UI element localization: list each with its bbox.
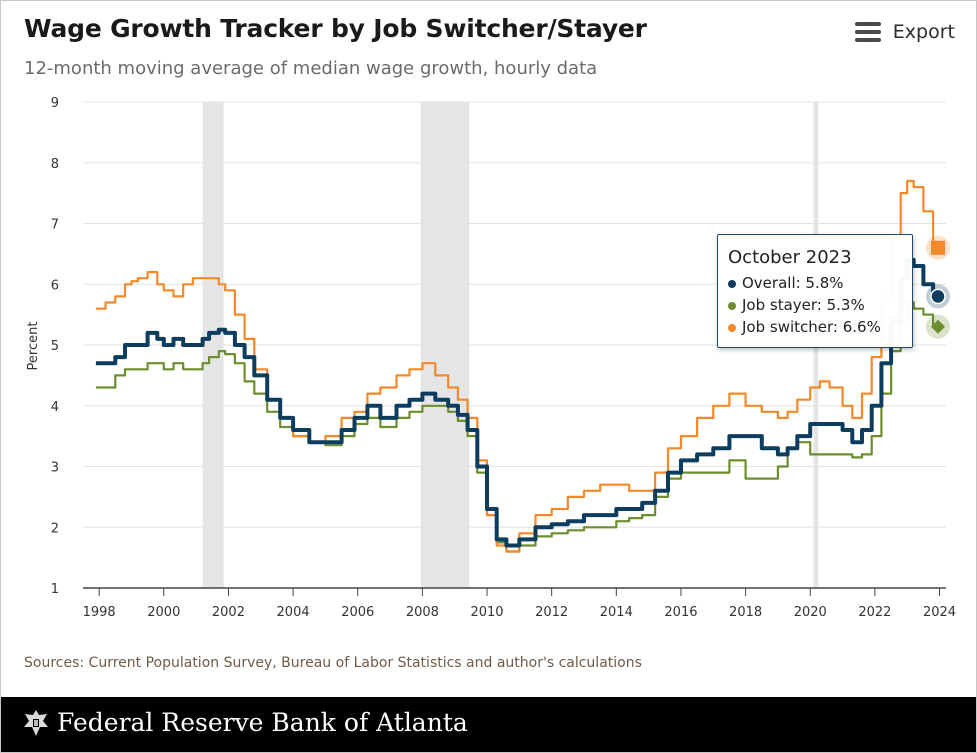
tooltip-overall-value: Overall: 5.8% bbox=[742, 274, 844, 292]
chart-title: Wage Growth Tracker by Job Switcher/Stay… bbox=[24, 14, 647, 43]
y-tick-label: 2 bbox=[51, 521, 59, 536]
x-tick-label: 2002 bbox=[212, 605, 245, 620]
x-tick-label: 2006 bbox=[341, 605, 374, 620]
tooltip-row-switcher: Job switcher: 6.6% bbox=[728, 316, 902, 338]
overall-marker bbox=[930, 288, 946, 305]
overall-dot-icon bbox=[728, 279, 736, 288]
source-note: Sources: Current Population Survey, Bure… bbox=[24, 655, 642, 671]
x-tick-label: 2010 bbox=[470, 605, 503, 620]
export-button[interactable]: Export bbox=[854, 21, 955, 43]
x-tick-label: 2000 bbox=[147, 605, 180, 620]
x-tick-label: 2004 bbox=[277, 605, 310, 620]
y-tick-label: 6 bbox=[51, 278, 59, 293]
chart-subtitle: 12-month moving average of median wage g… bbox=[24, 58, 598, 79]
export-label: Export bbox=[892, 21, 955, 43]
x-tick-label: 2014 bbox=[600, 605, 633, 620]
data-tooltip: October 2023 Overall: 5.8% Job stayer: 5… bbox=[717, 234, 913, 348]
y-tick-label: 1 bbox=[51, 582, 59, 597]
x-tick-label: 2020 bbox=[794, 605, 827, 620]
tooltip-stayer-value: Job stayer: 5.3% bbox=[742, 296, 865, 314]
x-tick-label: 2024 bbox=[923, 605, 956, 620]
menu-icon bbox=[854, 22, 881, 42]
brand-name: Federal Reserve Bank of Atlanta bbox=[57, 708, 468, 737]
x-tick-label: 2008 bbox=[406, 605, 439, 620]
y-tick-label: 4 bbox=[51, 400, 59, 415]
y-tick-label: 3 bbox=[51, 461, 59, 476]
stayer-dot-icon bbox=[728, 301, 736, 310]
y-tick-label: 5 bbox=[51, 339, 59, 354]
x-tick-label: 2016 bbox=[664, 605, 697, 620]
tooltip-row-overall: Overall: 5.8% bbox=[728, 272, 902, 294]
series-line-overall[interactable] bbox=[95, 257, 936, 548]
y-tick-label: 8 bbox=[51, 157, 59, 172]
x-tick-label: 2012 bbox=[535, 605, 568, 620]
eagle-seal-icon bbox=[24, 710, 48, 736]
tooltip-switcher-value: Job switcher: 6.6% bbox=[742, 318, 881, 336]
stayer-marker bbox=[931, 319, 945, 334]
y-tick-label: 7 bbox=[51, 218, 59, 233]
x-tick-label: 2018 bbox=[729, 605, 762, 620]
y-axis-label: Percent bbox=[26, 322, 41, 371]
x-tick-label: 2022 bbox=[858, 605, 891, 620]
series-line-switcher[interactable] bbox=[95, 179, 935, 553]
switcher-dot-icon bbox=[728, 323, 736, 332]
footer-bar: Federal Reserve Bank of Atlanta bbox=[1, 697, 976, 752]
line-chart: 1 2 3 4 5 6 7 8 9 1998 2000 2002 2004 2006 2008 2010 20… bbox=[26, 96, 956, 620]
tooltip-date: October 2023 bbox=[728, 247, 852, 268]
tooltip-row-stayer: Job stayer: 5.3% bbox=[728, 294, 902, 316]
x-tick-label: 1998 bbox=[83, 605, 116, 620]
y-tick-label: 9 bbox=[51, 96, 59, 111]
switcher-marker bbox=[931, 240, 945, 255]
